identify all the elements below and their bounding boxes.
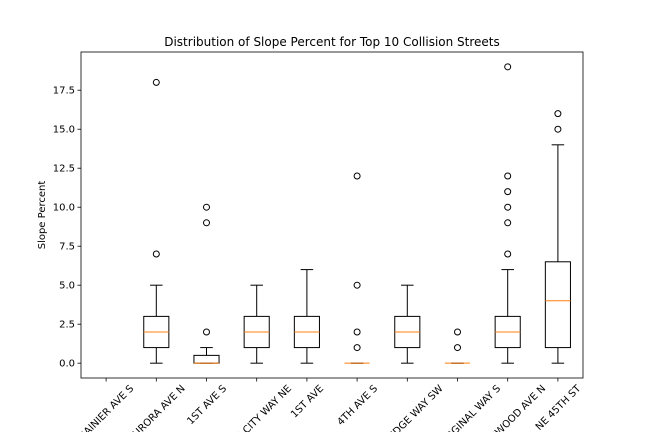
y-tick-label: 17.5 — [53, 86, 75, 97]
y-tick-label: 5.0 — [59, 281, 75, 292]
flier — [203, 328, 210, 336]
chart-title: Distribution of Slope Percent for Top 10… — [164, 35, 500, 49]
flier — [454, 344, 461, 352]
flier — [504, 63, 512, 71]
y-tick-label: 12.5 — [53, 164, 75, 175]
y-tick-label: 10.0 — [53, 203, 75, 214]
y-tick-label: 2.5 — [59, 320, 75, 331]
flier — [554, 125, 562, 133]
flier — [504, 203, 512, 211]
flier — [203, 219, 210, 227]
flier — [554, 110, 562, 118]
y-tick-label: 15.0 — [53, 125, 75, 136]
y-tick-label: 7.5 — [59, 242, 75, 253]
flier — [504, 219, 512, 227]
flier — [203, 203, 210, 211]
flier — [454, 328, 461, 336]
flier — [353, 344, 361, 352]
box — [544, 261, 571, 349]
y-tick-label: 0.0 — [59, 359, 75, 370]
flier — [353, 172, 361, 180]
flier — [152, 250, 160, 258]
flier — [152, 78, 160, 86]
flier — [504, 172, 512, 180]
flier — [504, 250, 512, 258]
y-axis-label: Slope Percent — [37, 181, 48, 250]
plot-frame — [80, 51, 584, 379]
flier — [353, 281, 361, 289]
flier — [353, 328, 361, 336]
flier — [504, 188, 512, 196]
